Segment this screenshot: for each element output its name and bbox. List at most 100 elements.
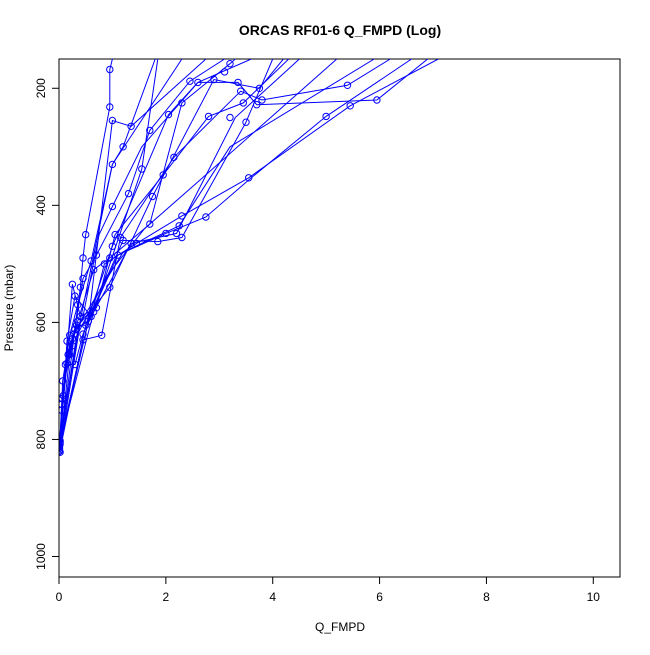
data-point [242, 118, 250, 126]
data-point [186, 77, 194, 85]
data-point [127, 122, 135, 131]
data-point [178, 212, 186, 220]
y-tick-label: 800 [34, 429, 48, 449]
x-tick-label: 0 [56, 590, 63, 604]
data-point [114, 251, 122, 259]
data-point [68, 342, 77, 350]
data-point [178, 99, 186, 107]
data-point [59, 400, 66, 408]
data-point [59, 448, 64, 456]
data-point [146, 220, 154, 228]
data-point [132, 239, 141, 248]
profile-line [59, 59, 113, 445]
x-axis: 0 2 4 6 8 10 [56, 576, 601, 604]
data-point [346, 102, 354, 110]
data-point [79, 336, 87, 344]
data-point [66, 350, 74, 359]
data-point [322, 112, 330, 121]
data-point [178, 233, 186, 242]
data-point [59, 436, 64, 445]
data-layer [59, 59, 439, 456]
data-point [74, 301, 82, 309]
data-point [108, 202, 117, 211]
chart-title: ORCAS RF01-6 Q_FMPD (Log) [239, 22, 441, 38]
data-point [194, 78, 202, 87]
x-tick-label: 10 [587, 590, 601, 604]
data-point [79, 254, 87, 262]
data-point [226, 113, 234, 122]
data-point [68, 280, 77, 288]
x-tick-label: 6 [376, 590, 383, 604]
data-point [71, 360, 79, 369]
data-point [202, 213, 210, 221]
y-tick-label: 200 [34, 78, 48, 98]
data-point [87, 257, 95, 265]
data-point [253, 101, 261, 109]
data-point [255, 84, 264, 93]
y-tick-label: 600 [34, 312, 48, 332]
profile-line [59, 59, 391, 444]
data-point [146, 126, 154, 135]
data-point [119, 236, 127, 245]
data-point [106, 254, 114, 262]
data-point [237, 87, 245, 95]
data-point [108, 242, 117, 251]
data-point [108, 116, 117, 125]
data-point [210, 75, 218, 84]
data-point [108, 160, 117, 169]
x-tick-label: 4 [269, 590, 276, 604]
data-point [119, 143, 127, 151]
data-point [98, 331, 106, 339]
data-point [204, 112, 213, 121]
plot-frame [58, 58, 621, 578]
data-point [68, 335, 77, 343]
data-point [162, 229, 170, 238]
y-axis-label: Pressure (mbar) [2, 265, 16, 352]
data-point [76, 312, 85, 321]
data-point [175, 222, 183, 230]
data-point [164, 110, 173, 119]
data-point [154, 237, 162, 246]
data-point [82, 230, 90, 239]
y-tick-label: 1000 [34, 543, 48, 570]
data-point [258, 96, 266, 104]
data-point [92, 251, 101, 259]
data-point [79, 274, 87, 283]
data-point [343, 81, 352, 90]
y-tick-label: 400 [34, 195, 48, 215]
data-point [234, 78, 242, 87]
data-point [71, 325, 79, 334]
data-point [61, 360, 70, 369]
y-axis: 200 400 600 800 1000 [34, 78, 60, 570]
data-point [59, 391, 67, 400]
profile-line [59, 59, 207, 447]
data-point [138, 165, 146, 173]
data-point [72, 321, 81, 329]
data-point [170, 153, 178, 162]
profile-line [59, 59, 159, 442]
data-point [239, 99, 248, 107]
data-point [92, 304, 101, 312]
data-point [220, 68, 229, 76]
profile-line [59, 59, 290, 446]
x-tick-label: 2 [163, 590, 170, 604]
data-point [159, 171, 167, 179]
data-point [124, 189, 133, 198]
profile-line [59, 59, 375, 449]
data-point [373, 96, 381, 104]
data-point [148, 192, 157, 201]
data-point [79, 330, 87, 338]
data-point [172, 229, 181, 238]
data-point [106, 65, 114, 74]
profile-line [59, 59, 429, 451]
data-point [63, 359, 71, 368]
profile-line [59, 59, 338, 446]
x-axis-label: Q_FMPD [315, 620, 365, 634]
data-point [245, 174, 253, 182]
data-point [90, 266, 98, 274]
data-point [226, 60, 234, 68]
profile-line [59, 59, 284, 452]
data-point [76, 283, 85, 291]
